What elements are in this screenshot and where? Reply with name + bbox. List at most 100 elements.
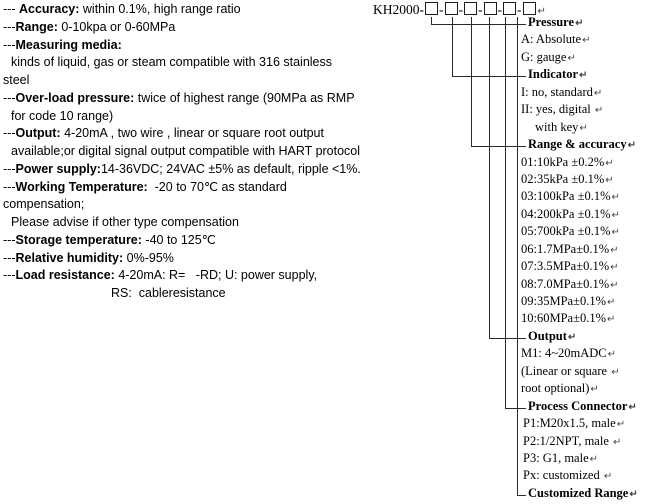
paragraph-mark-icon: ↵ xyxy=(603,471,613,483)
ordering-option: 02:35kPa ±0.1%↵ xyxy=(521,171,669,188)
paragraph-mark-icon: ↵ xyxy=(613,436,622,448)
spec-text: --- xyxy=(3,232,16,247)
paragraph-mark-icon: ↵ xyxy=(567,52,576,64)
spec-text: compensation; xyxy=(3,197,85,212)
spec-text: kinds of liquid, gas or steam compatible… xyxy=(11,55,332,70)
ordering-option: I: no, standard↵ xyxy=(521,84,669,101)
ordering-label-text: with key xyxy=(535,119,579,134)
connector-horizontal-range-accuracy xyxy=(471,146,526,147)
ordering-label-text: II: yes, digital xyxy=(521,102,594,117)
paragraph-mark-icon: ↵ xyxy=(575,18,584,29)
code-separator: - xyxy=(478,2,483,17)
spec-text: 14-36VDC; 24VAC ±5% as default, ripple <… xyxy=(100,161,361,176)
ordering-option: 10:60MPa±0.1%↵ xyxy=(521,310,669,327)
ordering-option: 03:100kPa ±0.1%↵ xyxy=(521,188,669,205)
spec-term: Output: xyxy=(15,126,61,141)
ordering-option: P1:M20x1.5, male↵ xyxy=(521,415,669,432)
paragraph-mark-icon: ↵ xyxy=(611,209,620,221)
connector-horizontal-customized-range xyxy=(517,495,526,496)
spec-text: 4-20mA: R= -RD; U: power supply, xyxy=(114,268,318,283)
connector-vertical-customized-range xyxy=(517,17,518,496)
ordering-label-text: 07:3.5MPa±0.1% xyxy=(521,259,610,274)
ordering-label-text: P1:M20x1.5, male xyxy=(523,416,616,431)
paragraph-mark-icon: ↵ xyxy=(611,227,620,239)
connector-vertical-indicator xyxy=(452,17,453,77)
spec-line-4: steel xyxy=(3,72,398,90)
ordering-option: root optional)↵ xyxy=(521,380,669,397)
ordering-option: 04:200kPa ±0.1%↵ xyxy=(521,206,669,223)
ordering-option: 06:1.7MPa±0.1%↵ xyxy=(521,241,669,258)
connector-horizontal-output xyxy=(489,338,526,339)
ordering-label-text: Indicator xyxy=(528,67,578,82)
paragraph-mark-icon: ↵ xyxy=(582,35,591,47)
spec-line-10: ---Working Temperature: -20 to 70℃ as st… xyxy=(3,179,398,197)
ordering-label-text: (Linear or square xyxy=(521,363,611,378)
spec-term: Accuracy: xyxy=(18,2,80,16)
spec-text: --- xyxy=(3,161,16,176)
spec-line-3: kinds of liquid, gas or steam compatible… xyxy=(3,54,398,72)
connector-horizontal-process-connector xyxy=(505,408,526,409)
ordering-label-text: P3: G1, male xyxy=(523,450,589,465)
ordering-option: A: Absolute↵ xyxy=(521,31,669,48)
spec-text: for code 10 range) xyxy=(11,108,114,123)
ordering-label-text: 06:1.7MPa±0.1% xyxy=(521,241,610,256)
ordering-label-text: P2:1/2NPT, male xyxy=(523,433,613,448)
spec-text: 0%-95% xyxy=(123,250,174,265)
ordering-option: with key↵ xyxy=(521,119,669,136)
ordering-option: M1: 4~20mADC↵ xyxy=(521,345,669,362)
spec-text: --- xyxy=(3,2,19,16)
ordering-section-header: Output↵ xyxy=(521,328,669,345)
spec-line-0: --- Accuracy: within 0.1%, high range ra… xyxy=(3,1,398,19)
paragraph-mark-icon: ↵ xyxy=(628,401,637,413)
ordering-option: 07:3.5MPa±0.1%↵ xyxy=(521,258,669,275)
spec-text: 4-20mA , two wire , linear or square roo… xyxy=(60,126,324,141)
ordering-label-text: I: no, standard xyxy=(521,84,593,99)
ordering-option: 08:7.0MPa±0.1%↵ xyxy=(521,276,669,293)
connector-vertical-pressure xyxy=(431,17,432,25)
spec-term: Load resistance: xyxy=(15,268,115,283)
ordering-section-header: Customized Range↵ xyxy=(521,485,669,502)
spec-term: Range: xyxy=(15,19,58,34)
spec-line-1: ---Range: 0-10kpa or 0-60MPa xyxy=(3,19,398,37)
code-box-2 xyxy=(444,2,458,15)
spec-text: --- xyxy=(3,268,16,283)
paragraph-mark-icon: ↵ xyxy=(610,244,619,256)
spec-line-6: for code 10 range) xyxy=(3,108,398,126)
model-code-boxes: - - - - - ↵ xyxy=(424,2,546,17)
spec-text: --- xyxy=(3,126,16,141)
ordering-option: P3: G1, male↵ xyxy=(521,450,669,467)
spec-line-15: ---Load resistance: 4-20mA: R= -RD; U: p… xyxy=(3,267,398,285)
paragraph-mark-icon: ↵ xyxy=(629,488,638,500)
paragraph-mark-icon: ↵ xyxy=(611,192,620,204)
ordering-option: (Linear or square ↵ xyxy=(521,363,669,380)
paragraph-mark-icon: ↵ xyxy=(567,331,577,343)
spec-term: Working Temperature: xyxy=(15,179,148,194)
code-box-1 xyxy=(425,2,438,15)
ordering-label-text: A: Absolute xyxy=(521,32,582,47)
spec-term: Measuring media: xyxy=(15,37,122,52)
spec-line-7: ---Output: 4-20mA , two wire , linear or… xyxy=(3,125,398,143)
spec-text: -40 to 125℃ xyxy=(141,232,216,247)
spec-line-11: compensation; xyxy=(3,196,398,214)
paragraph-mark-icon: ↵ xyxy=(593,87,603,99)
spec-term: Power supply: xyxy=(15,161,101,176)
spec-line-9: ---Power supply:14-36VDC; 24VAC ±5% as d… xyxy=(3,161,398,179)
ordering-label-text: M1: 4~20mADC xyxy=(521,346,607,361)
ordering-label-text: 08:7.0MPa±0.1% xyxy=(521,276,610,291)
paragraph-mark-icon: ↵ xyxy=(610,279,619,291)
spec-text: available;or digital signal output compa… xyxy=(11,144,361,158)
ordering-label-text: 01:10kPa ±0.2% xyxy=(521,154,605,169)
paragraph-mark-icon: ↵ xyxy=(579,70,588,82)
ordering-label-text: Process Connector xyxy=(528,398,628,413)
code-box-3 xyxy=(464,2,477,15)
spec-line-5: ---Over-load pressure: twice of highest … xyxy=(3,90,398,108)
ordering-label-text: 04:200kPa ±0.1% xyxy=(521,206,611,221)
spec-text: --- xyxy=(3,19,16,34)
code-box-6 xyxy=(522,2,536,15)
ordering-label-text: 03:100kPa ±0.1% xyxy=(521,189,611,204)
connector-vertical-output xyxy=(489,17,490,339)
model-code: KH2000- - - - - - ↵ xyxy=(373,2,546,20)
spec-text: twice of highest range (90MPa as RMP xyxy=(134,90,355,105)
ordering-label-text: root optional) xyxy=(521,381,590,396)
ordering-label-text: Px: customized xyxy=(523,468,603,483)
